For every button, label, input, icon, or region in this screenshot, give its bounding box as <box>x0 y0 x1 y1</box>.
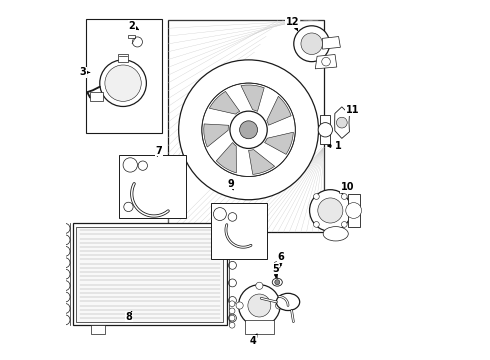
Text: 2: 2 <box>129 21 139 31</box>
Bar <box>245 320 274 334</box>
Bar <box>128 35 135 39</box>
Polygon shape <box>241 85 264 111</box>
Circle shape <box>256 321 263 329</box>
Circle shape <box>314 221 319 227</box>
Circle shape <box>275 280 280 285</box>
Bar <box>168 21 324 232</box>
Circle shape <box>60 315 70 325</box>
Circle shape <box>60 235 70 245</box>
Bar <box>120 155 186 218</box>
Polygon shape <box>315 54 337 69</box>
Circle shape <box>239 285 280 326</box>
Polygon shape <box>204 124 229 147</box>
Circle shape <box>230 111 267 148</box>
Circle shape <box>228 314 236 322</box>
Circle shape <box>228 213 237 221</box>
Polygon shape <box>267 96 291 125</box>
Circle shape <box>138 161 147 170</box>
Bar <box>347 194 360 226</box>
Circle shape <box>342 221 347 227</box>
Circle shape <box>60 292 70 302</box>
Polygon shape <box>248 150 274 175</box>
Circle shape <box>240 121 258 139</box>
Bar <box>76 226 223 321</box>
Circle shape <box>105 65 141 102</box>
Text: 9: 9 <box>228 179 235 190</box>
Circle shape <box>318 198 343 223</box>
Circle shape <box>202 83 295 176</box>
Polygon shape <box>216 143 236 173</box>
Circle shape <box>248 294 271 317</box>
Circle shape <box>60 258 70 268</box>
Text: 10: 10 <box>340 182 354 193</box>
Circle shape <box>314 194 319 199</box>
Ellipse shape <box>323 226 348 241</box>
Circle shape <box>60 269 70 279</box>
Circle shape <box>124 202 133 212</box>
Circle shape <box>346 203 362 219</box>
Circle shape <box>179 60 318 200</box>
Bar <box>73 223 227 325</box>
Circle shape <box>301 33 322 54</box>
Text: 3: 3 <box>79 67 90 77</box>
Text: 6: 6 <box>277 252 284 265</box>
Text: 7: 7 <box>155 145 162 156</box>
Bar <box>87 19 162 134</box>
Polygon shape <box>209 91 240 114</box>
Text: 8: 8 <box>125 311 132 322</box>
Circle shape <box>228 297 236 305</box>
Bar <box>90 92 102 101</box>
Bar <box>118 54 128 62</box>
Polygon shape <box>322 37 341 49</box>
Circle shape <box>228 244 236 252</box>
Ellipse shape <box>272 278 282 286</box>
Circle shape <box>322 57 330 66</box>
Ellipse shape <box>276 293 300 311</box>
Circle shape <box>274 261 281 269</box>
Circle shape <box>294 26 330 62</box>
Text: 5: 5 <box>272 264 279 278</box>
Text: 1: 1 <box>328 141 342 151</box>
Bar <box>211 203 267 259</box>
Circle shape <box>214 208 226 221</box>
Circle shape <box>337 117 347 128</box>
Circle shape <box>275 302 283 309</box>
Circle shape <box>100 60 147 107</box>
Circle shape <box>60 246 70 256</box>
Circle shape <box>229 322 235 328</box>
Polygon shape <box>265 132 294 154</box>
Circle shape <box>60 224 70 233</box>
Circle shape <box>229 315 235 321</box>
Circle shape <box>60 280 70 291</box>
Text: 12: 12 <box>286 17 299 31</box>
Circle shape <box>132 37 143 47</box>
Circle shape <box>229 308 235 314</box>
Circle shape <box>236 302 243 309</box>
Bar <box>91 325 105 334</box>
Circle shape <box>229 301 235 307</box>
Bar <box>320 116 330 144</box>
Circle shape <box>60 303 70 314</box>
Circle shape <box>256 282 263 289</box>
Circle shape <box>342 194 347 199</box>
Circle shape <box>228 279 236 287</box>
Polygon shape <box>335 107 349 138</box>
Circle shape <box>123 158 137 172</box>
Text: 4: 4 <box>250 334 257 346</box>
Circle shape <box>310 190 351 231</box>
Circle shape <box>228 261 236 269</box>
Circle shape <box>318 123 333 137</box>
Text: 11: 11 <box>346 105 359 115</box>
Circle shape <box>228 226 236 234</box>
